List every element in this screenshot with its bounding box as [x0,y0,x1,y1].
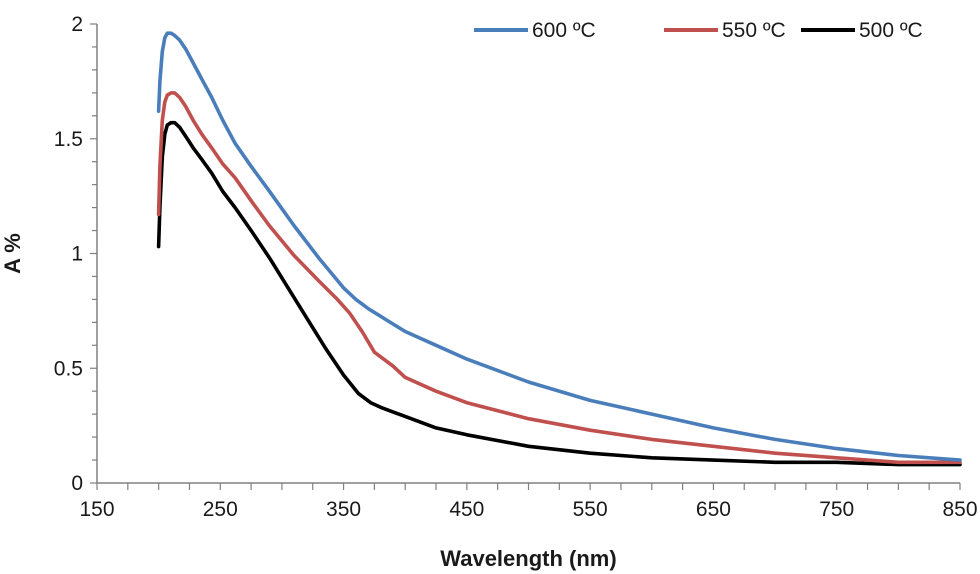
y-tick-label: 1 [71,243,83,266]
x-tick-label: 350 [326,498,361,521]
legend-label-500: 500 ºC [859,19,923,42]
y-tick-labels: 0 0.5 1 1.5 2 [54,13,83,495]
series-line-600 [156,31,962,462]
x-tick-labels: 150 250 350 450 550 650 750 850 [79,498,977,521]
x-tick-label: 150 [79,498,114,521]
x-tick-label: 550 [573,498,608,521]
series-line-550 [156,91,962,465]
x-tick-label: 650 [696,498,731,521]
x-axis-title: Wavelength (nm) [440,546,616,571]
y-tick-label: 0.5 [54,357,83,380]
x-tick-label: 450 [449,498,484,521]
x-tick-label: 850 [942,498,977,521]
series-lines [156,31,962,467]
legend-label-600: 600 ºC [532,19,596,42]
legend: 600 ºC 550 ºC 500 ºC [474,19,923,42]
series-line-500 [156,120,962,467]
x-tick-label: 250 [203,498,238,521]
legend-label-550: 550 ºC [722,19,786,42]
y-tick-label: 1.5 [54,128,83,151]
y-axis-title: A % [0,233,25,274]
plot-area: 0 0.5 1 1.5 2 150 250 350 450 550 650 750 850 [54,13,978,521]
y-minor-ticks [90,23,97,484]
x-minor-ticks [96,483,961,490]
y-tick-label: 0 [71,472,83,495]
y-tick-label: 2 [71,13,83,36]
x-tick-label: 750 [819,498,854,521]
